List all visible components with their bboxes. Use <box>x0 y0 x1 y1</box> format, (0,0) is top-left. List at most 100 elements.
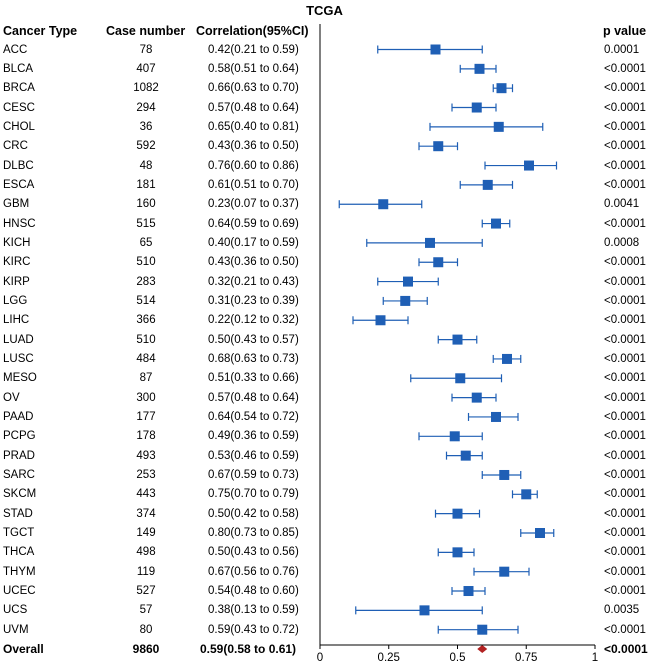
cancer-type-label: CHOL <box>3 120 35 133</box>
case-number: 36 <box>139 120 153 133</box>
point-estimate-marker <box>430 44 441 55</box>
cancer-type-label: UCEC <box>3 585 36 598</box>
correlation-ci: 0.38(0.13 to 0.59) <box>208 604 299 617</box>
correlation-ci: 0.23(0.07 to 0.37) <box>208 198 299 211</box>
point-estimate-marker <box>403 276 413 287</box>
case-number: 65 <box>139 236 153 249</box>
case-number: 87 <box>139 372 153 385</box>
cancer-type-label: ACC <box>3 43 28 56</box>
point-estimate-marker <box>463 586 474 597</box>
correlation-ci: 0.50(0.43 to 0.56) <box>208 546 299 559</box>
point-estimate-marker <box>460 450 471 461</box>
case-number: 407 <box>136 62 156 75</box>
correlation-ci: 0.57(0.48 to 0.64) <box>208 101 299 114</box>
cancer-type-label: LUSC <box>3 352 34 365</box>
correlation-ci: 0.43(0.36 to 0.50) <box>208 140 299 153</box>
cancer-type-label: PCPG <box>3 430 36 443</box>
case-number: 515 <box>136 217 156 230</box>
point-estimate-marker <box>452 508 463 519</box>
point-estimate-marker <box>375 315 386 326</box>
x-tick-label: 0.25 <box>378 652 400 664</box>
point-estimate-marker <box>535 528 545 538</box>
overall-case-number: 9860 <box>132 642 160 657</box>
case-number: 160 <box>136 198 156 211</box>
p-value: <0.0001 <box>604 430 646 443</box>
case-number: 294 <box>136 101 156 114</box>
case-number: 443 <box>136 488 156 501</box>
p-value: <0.0001 <box>604 507 646 520</box>
p-value: <0.0001 <box>604 410 646 423</box>
x-tick-label: 0.75 <box>515 652 537 664</box>
case-number: 80 <box>139 623 153 636</box>
x-tick-label: 1 <box>592 652 598 664</box>
cancer-type-label: LUAD <box>3 333 34 346</box>
p-value: <0.0001 <box>604 217 646 230</box>
case-number: 283 <box>136 275 156 288</box>
p-value: <0.0001 <box>604 178 646 191</box>
point-estimate-marker <box>502 353 512 364</box>
correlation-ci: 0.49(0.36 to 0.59) <box>208 430 299 443</box>
p-value: <0.0001 <box>604 314 646 327</box>
header-cancer-type: Cancer Type <box>3 24 78 38</box>
correlation-ci: 0.61(0.51 to 0.70) <box>208 178 299 191</box>
correlation-ci: 0.31(0.23 to 0.39) <box>208 294 299 307</box>
case-number: 48 <box>139 159 153 172</box>
p-value: 0.0008 <box>604 236 640 249</box>
p-value: <0.0001 <box>604 372 646 385</box>
correlation-ci: 0.50(0.42 to 0.58) <box>208 507 299 520</box>
correlation-ci: 0.32(0.21 to 0.43) <box>208 275 299 288</box>
p-value: <0.0001 <box>604 391 646 404</box>
correlation-ci: 0.58(0.51 to 0.64) <box>208 62 299 75</box>
case-number: 177 <box>136 410 156 423</box>
correlation-ci: 0.67(0.59 to 0.73) <box>208 468 299 481</box>
point-estimate-marker <box>378 199 389 210</box>
correlation-ci: 0.42(0.21 to 0.59) <box>208 43 299 56</box>
point-estimate-marker <box>455 373 466 384</box>
correlation-ci: 0.22(0.12 to 0.32) <box>208 314 299 327</box>
point-estimate-marker <box>433 257 444 268</box>
case-number: 300 <box>136 391 156 404</box>
correlation-ci: 0.75(0.70 to 0.79) <box>208 488 299 501</box>
overall-correlation: 0.59(0.58 to 0.61) <box>200 642 297 657</box>
p-value: <0.0001 <box>604 565 646 578</box>
cancer-type-label: SKCM <box>3 488 37 501</box>
x-tick-label: 0 <box>317 652 323 664</box>
p-value: <0.0001 <box>604 449 646 462</box>
cancer-type-label: SARC <box>3 468 35 481</box>
case-number: 527 <box>136 585 156 598</box>
correlation-ci: 0.76(0.60 to 0.86) <box>208 159 299 172</box>
point-estimate-marker <box>491 218 501 229</box>
p-value: <0.0001 <box>604 101 646 114</box>
case-number: 178 <box>136 430 156 443</box>
correlation-ci: 0.67(0.56 to 0.76) <box>208 565 299 578</box>
point-estimate-marker <box>524 160 534 171</box>
case-number: 374 <box>136 507 156 520</box>
p-value: <0.0001 <box>604 159 646 172</box>
case-number: 493 <box>136 449 156 462</box>
header-correlation: Correlation(95%CI) <box>196 24 309 38</box>
cancer-type-label: TGCT <box>3 527 35 539</box>
cancer-type-label: UVM <box>3 623 29 636</box>
p-value: <0.0001 <box>604 275 646 288</box>
correlation-ci: 0.40(0.17 to 0.59) <box>208 236 299 249</box>
point-estimate-marker <box>496 83 507 94</box>
point-estimate-marker <box>521 489 532 500</box>
point-estimate-marker <box>452 547 463 558</box>
header-case-number: Case number <box>106 24 186 38</box>
p-value: 0.0001 <box>604 43 640 56</box>
cancer-type-label: HNSC <box>3 217 36 230</box>
cancer-type-label: MESO <box>3 372 37 385</box>
p-value: <0.0001 <box>604 468 646 481</box>
cancer-type-label: THCA <box>3 546 35 559</box>
cancer-type-label: DLBC <box>3 159 34 172</box>
correlation-ci: 0.64(0.59 to 0.69) <box>208 217 299 230</box>
cancer-type-label: PRAD <box>3 449 35 462</box>
case-number: 498 <box>136 546 156 559</box>
p-value: <0.0001 <box>604 120 646 133</box>
header-p-value: p value <box>603 24 647 38</box>
point-estimate-marker <box>471 392 482 403</box>
cancer-type-label: STAD <box>3 507 33 520</box>
case-number: 149 <box>136 527 156 539</box>
